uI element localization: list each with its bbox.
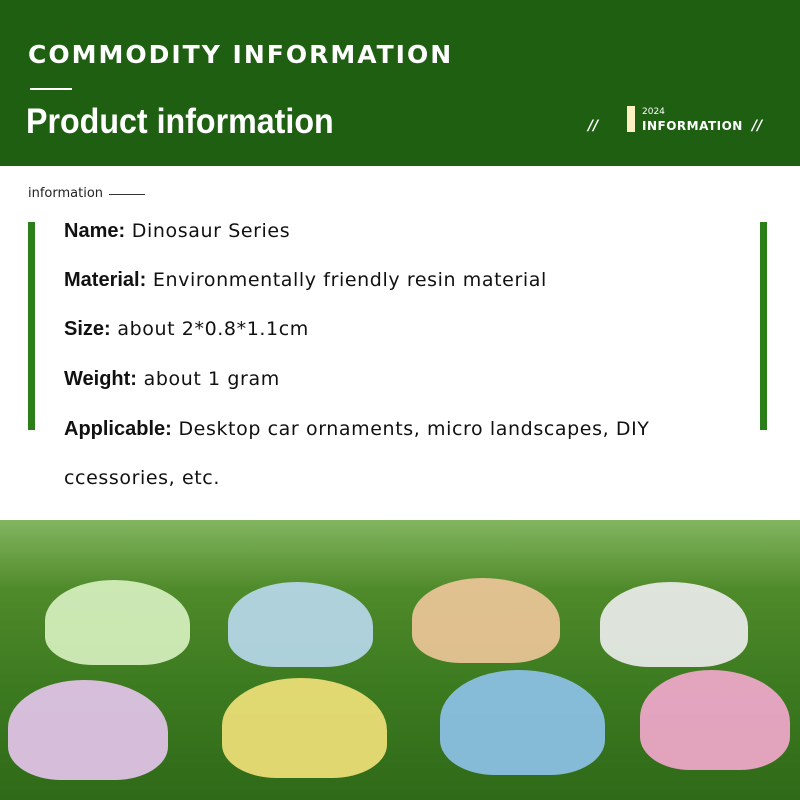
badge-text: INFORMATION <box>642 119 743 133</box>
dinosaur-figure <box>440 670 605 775</box>
dinosaur-figure <box>640 670 790 770</box>
slash-decoration: // <box>752 118 763 134</box>
detail-name: Name: Dinosaur Series <box>64 220 291 242</box>
slash-decoration: // <box>588 118 599 134</box>
commodity-title: COMMODITY INFORMATION <box>28 40 454 69</box>
detail-size: Size: about 2*0.8*1.1cm <box>64 318 309 340</box>
section-label: information <box>28 186 104 201</box>
dinosaur-figure <box>8 680 168 780</box>
accent-bar-left <box>28 222 35 430</box>
detail-continuation: ccessories, etc. <box>64 467 220 489</box>
dinosaur-figure <box>45 580 190 665</box>
divider <box>30 88 72 90</box>
dinosaur-figure <box>600 582 748 667</box>
header-banner: COMMODITY INFORMATION Product informatio… <box>0 0 800 166</box>
divider <box>109 194 145 195</box>
page-title: Product information <box>26 102 334 141</box>
detail-weight: Weight: about 1 gram <box>64 368 280 390</box>
badge-year: 2024 <box>642 107 665 117</box>
dinosaur-figure <box>412 578 560 663</box>
badge-bar <box>627 106 635 132</box>
detail-applicable: Applicable: Desktop car ornaments, micro… <box>64 418 650 440</box>
dinosaur-figure <box>228 582 373 667</box>
detail-material: Material: Environmentally friendly resin… <box>64 269 547 291</box>
dinosaur-figure <box>222 678 387 778</box>
accent-bar-right <box>760 222 767 430</box>
product-photo <box>0 520 800 800</box>
